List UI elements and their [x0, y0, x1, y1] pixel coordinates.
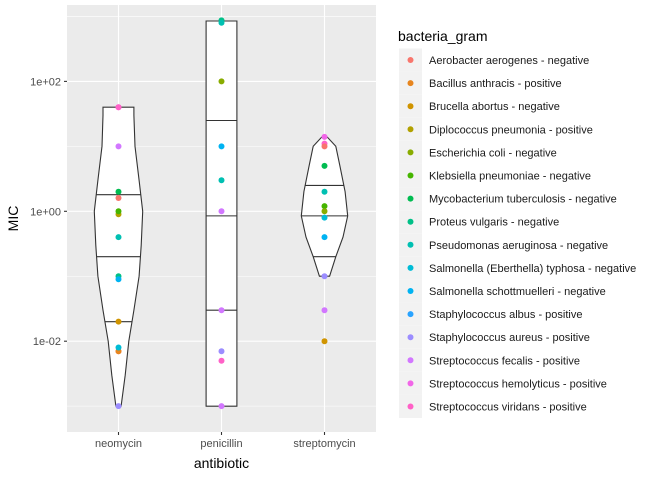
legend-label: Staphylococcus aureus - positive: [429, 332, 590, 344]
data-point: [321, 338, 328, 345]
data-point: [115, 403, 122, 410]
x-tick-label: streptomycin: [293, 438, 355, 450]
data-point: [115, 344, 122, 351]
data-point: [218, 19, 225, 26]
data-point: [115, 208, 122, 215]
data-point: [218, 78, 225, 85]
legend-point: [407, 57, 414, 63]
legend-label: Salmonella schottmuelleri - negative: [429, 286, 606, 298]
data-point: [218, 403, 225, 410]
legend-point: [407, 241, 414, 248]
data-point: [115, 318, 122, 325]
legend: bacteria_gram Aerobacter aerogenes - neg…: [398, 28, 636, 418]
data-point: [115, 104, 122, 111]
y-tick-label: 1e+00: [30, 206, 61, 218]
legend-label: Mycobacterium tuberculosis - negative: [429, 194, 617, 206]
legend-label: Diplococcus pneumonia - positive: [429, 124, 593, 136]
y-tick-label: 1e+02: [30, 76, 61, 88]
legend-label: Bacillus anthracis - positive: [429, 78, 562, 90]
data-point: [218, 307, 225, 314]
legend-point: [407, 126, 414, 133]
data-point: [321, 273, 328, 280]
data-point: [115, 195, 122, 202]
legend-label: Streptococcus viridans - positive: [429, 402, 587, 414]
data-point: [115, 276, 122, 283]
data-points: [115, 17, 328, 410]
legend-label: Klebsiella pneumoniae - negative: [429, 171, 591, 183]
legend-label: Proteus vulgaris - negative: [429, 217, 559, 229]
legend-point: [407, 149, 414, 156]
y-tick-label: 1e-02: [33, 336, 61, 348]
legend-point: [407, 380, 414, 387]
data-point: [321, 203, 328, 210]
legend-label: Streptococcus fecalis - positive: [429, 355, 580, 367]
legend-point: [407, 264, 414, 271]
data-point: [321, 133, 328, 140]
legend-point: [407, 311, 414, 318]
data-point: [218, 348, 225, 355]
data-point: [218, 208, 225, 215]
y-axis-title: MIC: [5, 206, 21, 232]
legend-label: Escherichia coli - negative: [429, 147, 557, 159]
legend-point: [407, 288, 414, 294]
legend-title: bacteria_gram: [398, 28, 488, 44]
data-point: [321, 307, 328, 314]
data-point: [321, 162, 328, 169]
legend-point: [407, 80, 414, 87]
y-axis: 1e-02 1e+00 1e+02: [30, 76, 67, 348]
legend-label: Brucella abortus - negative: [429, 101, 560, 113]
data-point: [115, 234, 122, 241]
legend-label: Staphylococcus albus - positive: [429, 309, 582, 321]
data-point: [218, 357, 225, 364]
data-point: [115, 188, 122, 195]
legend-label: Streptococcus hemolyticus - positive: [429, 378, 607, 390]
data-point: [321, 214, 328, 221]
data-point: [218, 143, 225, 150]
x-tick-label: neomycin: [95, 438, 142, 450]
legend-label: Pseudomonas aeruginosa - negative: [429, 240, 608, 252]
legend-label: Salmonella (Eberthella) typhosa - negati…: [429, 263, 636, 275]
legend-point: [407, 403, 414, 410]
data-point: [321, 208, 328, 215]
x-axis: neomycin penicillin streptomycin: [95, 432, 356, 450]
data-point: [115, 143, 122, 150]
x-tick-label: penicillin: [200, 438, 242, 450]
data-point: [321, 188, 328, 195]
legend-point: [407, 172, 414, 179]
data-point: [321, 234, 328, 241]
legend-point: [407, 103, 414, 110]
legend-label: Aerobacter aerogenes - negative: [429, 55, 589, 67]
data-point: [218, 177, 225, 184]
legend-point: [407, 357, 414, 364]
legend-point: [407, 218, 414, 225]
x-axis-title: antibiotic: [194, 455, 249, 471]
legend-point: [407, 334, 414, 341]
legend-point: [407, 195, 414, 202]
data-point: [321, 143, 328, 150]
